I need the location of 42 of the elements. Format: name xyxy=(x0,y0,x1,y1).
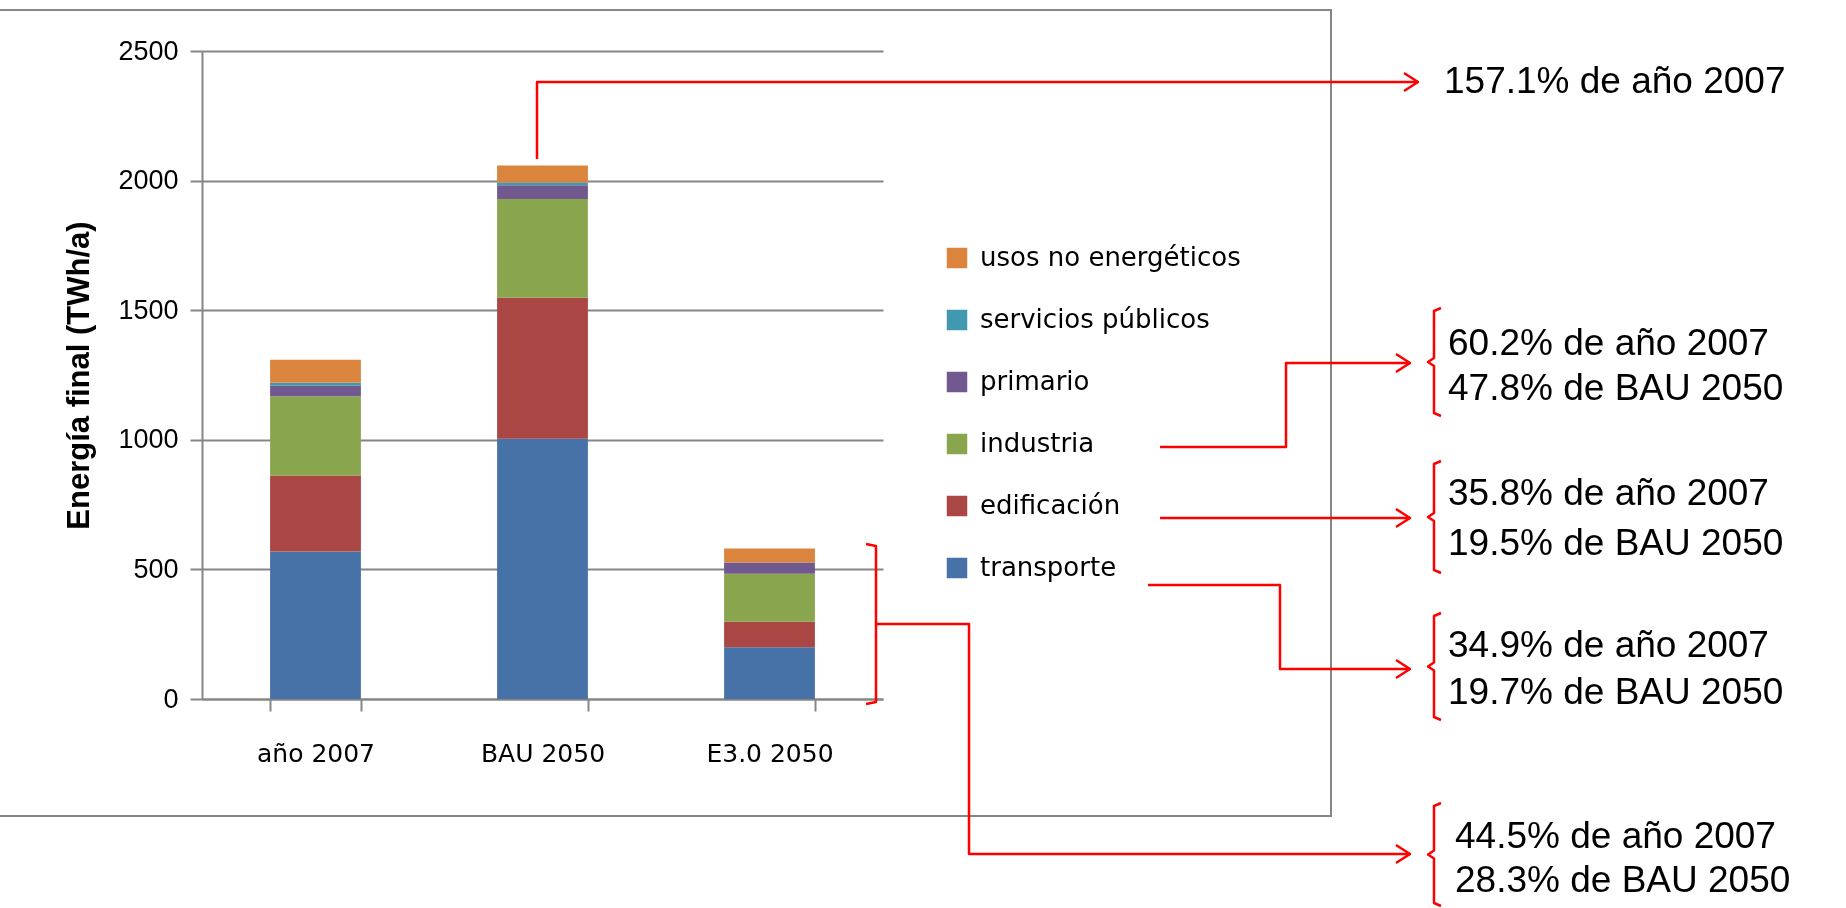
bar xyxy=(724,621,815,648)
x-tick-label: E3.0 2050 xyxy=(706,738,834,768)
text: 19.5% de BAU 2050 xyxy=(1448,522,1784,563)
legend-label: usos no energéticos xyxy=(980,242,1241,272)
bar xyxy=(724,562,815,574)
y-tick-label: 0 xyxy=(163,683,179,714)
bar xyxy=(724,573,815,622)
x-tick-label: año 2007 xyxy=(256,738,376,768)
bar xyxy=(724,548,815,563)
y-tick-label: 2000 xyxy=(118,165,179,196)
text: 34.9% de año 2007 xyxy=(1448,624,1769,665)
bar xyxy=(270,382,361,386)
text: 35.8% de año 2007 xyxy=(1448,472,1769,513)
x-tick-label: BAU 2050 xyxy=(480,738,606,768)
bar xyxy=(270,551,361,699)
bar xyxy=(497,165,588,183)
y-tick-label: 2500 xyxy=(118,35,179,66)
text: 44.5% de año 2007 xyxy=(1455,815,1776,856)
legend-label: industria xyxy=(980,428,1095,458)
text: 60.2% de año 2007 xyxy=(1448,322,1769,363)
legend-label: edificación xyxy=(980,490,1121,520)
text: 157.1% de año 2007 xyxy=(1444,60,1786,101)
legend-label: transporte xyxy=(980,552,1117,582)
text: 47.8% de BAU 2050 xyxy=(1448,367,1784,408)
bar xyxy=(270,396,361,476)
bar xyxy=(270,385,361,397)
bar xyxy=(497,438,588,699)
y-tick-label: 1000 xyxy=(118,424,179,455)
text: 28.3% de BAU 2050 xyxy=(1455,859,1791,900)
legend-label: servicios públicos xyxy=(980,304,1210,334)
bar xyxy=(497,297,588,439)
bar xyxy=(724,647,815,699)
text: 19.7% de BAU 2050 xyxy=(1448,671,1784,712)
bar xyxy=(270,475,361,552)
bar xyxy=(497,185,588,199)
y-axis-title: Energía final (TWh/a) xyxy=(61,221,97,530)
legend-label: primario xyxy=(980,366,1090,396)
bar xyxy=(270,359,361,383)
bar xyxy=(497,199,588,298)
bar xyxy=(497,182,588,186)
y-tick-label: 1500 xyxy=(118,294,179,325)
y-tick-label: 500 xyxy=(133,553,179,584)
